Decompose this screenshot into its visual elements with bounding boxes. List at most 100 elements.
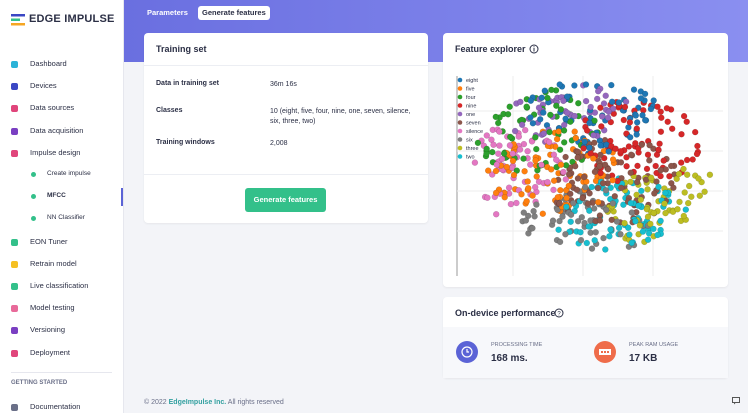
- scatter-point: [571, 82, 578, 89]
- scatter-point: [492, 113, 499, 121]
- nav-item[interactable]: Versioning: [30, 325, 66, 335]
- nav-item[interactable]: Data sources: [30, 103, 75, 113]
- nav-item[interactable]: Live classification: [30, 281, 89, 290]
- scatter-point: [620, 201, 627, 208]
- divider: [144, 65, 428, 66]
- nav-item[interactable]: Model testing: [30, 303, 75, 313]
- nav-item[interactable]: EON Tuner: [30, 236, 68, 246]
- scatter-point: [582, 81, 590, 88]
- scatter-point: [615, 99, 623, 106]
- scatter-point: [657, 172, 664, 180]
- scatter-point: [501, 150, 508, 157]
- scatter-point: [550, 177, 558, 184]
- legend-swatch: [457, 86, 463, 91]
- scatter-point: [498, 155, 506, 163]
- scatter-point: [506, 142, 514, 149]
- scatter-point: [560, 168, 567, 176]
- scatter-point: [582, 97, 590, 105]
- scatter-point: [532, 157, 539, 164]
- scatter-point: [677, 159, 685, 166]
- scatter-point: [525, 184, 532, 192]
- scatter-point: [492, 167, 500, 175]
- scatter-point: [577, 228, 584, 236]
- nav-subitem[interactable]: NN Classifier: [47, 214, 85, 222]
- scatter-point: [683, 118, 690, 125]
- scatter-point: [523, 103, 530, 110]
- nav-subitem-active[interactable]: MFCC: [47, 192, 66, 200]
- scatter-point: [632, 217, 639, 225]
- scatter-point: [626, 231, 633, 238]
- scatter-point: [517, 98, 524, 106]
- scatter-point: [609, 105, 617, 112]
- scatter-point: [574, 218, 582, 225]
- nav-item[interactable]: Documentation: [30, 402, 81, 411]
- scatter-point: [654, 231, 661, 239]
- scatter-point: [583, 127, 591, 134]
- scatter-point: [544, 178, 551, 186]
- scatter-point: [607, 184, 614, 192]
- footer: © 2022 EdgeImpulse Inc. All rights reser…: [144, 399, 284, 406]
- legend-label: eight: [466, 78, 478, 84]
- scatter-point: [553, 135, 561, 143]
- legend-swatch: [457, 77, 463, 83]
- scatter-point: [518, 191, 525, 198]
- row-label: Data in training set: [156, 80, 220, 87]
- ram-icon: [594, 341, 616, 363]
- scatter-point: [612, 145, 619, 153]
- legend-swatch: [457, 94, 463, 100]
- scatter-point: [639, 228, 647, 235]
- legend-swatch: [457, 145, 463, 151]
- nav-item[interactable]: Dashboard: [30, 59, 67, 68]
- scatter-point: [694, 142, 701, 150]
- scatter-point: [546, 128, 553, 136]
- footer-link[interactable]: EdgeImpulse Inc.: [168, 399, 227, 406]
- nav-item[interactable]: Impulse design: [30, 147, 81, 157]
- scatter-point: [588, 245, 596, 252]
- nav-item[interactable]: Deployment: [30, 347, 71, 357]
- scatter-point: [633, 119, 641, 126]
- info-icon[interactable]: [529, 44, 539, 54]
- nav-dot: [31, 171, 36, 177]
- generate-button[interactable]: Generate features: [245, 188, 326, 212]
- tab[interactable]: Parameters: [147, 8, 188, 17]
- metric-value: 17 KB: [629, 353, 658, 364]
- row-value: 36m 16s: [270, 81, 297, 88]
- scatter-point: [606, 233, 613, 240]
- nav-subitem[interactable]: Create impulse: [47, 170, 91, 177]
- nav-item[interactable]: Data acquisition: [30, 125, 84, 135]
- scatter-point: [626, 119, 634, 126]
- tab-active[interactable]: Generate features: [198, 6, 270, 20]
- scatter-point: [562, 231, 569, 238]
- scatter-point: [521, 168, 528, 175]
- scatter-point: [605, 148, 612, 155]
- scatter-point: [565, 182, 573, 190]
- scatter-point: [580, 145, 587, 152]
- scatter-point: [617, 231, 624, 238]
- scatter-point: [578, 213, 586, 221]
- scatter-point: [556, 146, 564, 153]
- nav-icon: [11, 349, 18, 357]
- nav-item[interactable]: Devices: [30, 81, 57, 91]
- scatter-point: [501, 194, 508, 201]
- scatter-point: [608, 98, 616, 105]
- scatter-point: [539, 210, 547, 217]
- scatter-point: [652, 162, 659, 170]
- legend-swatch: [457, 154, 463, 159]
- scatter-point: [680, 165, 687, 173]
- scatter-point: [560, 121, 568, 129]
- nav-icon: [11, 105, 18, 113]
- scatter-point: [544, 94, 551, 102]
- nav-item[interactable]: Retrain model: [30, 258, 77, 268]
- svg-text:?: ?: [557, 312, 561, 318]
- scatter-point: [592, 229, 599, 236]
- scatter-point: [666, 173, 673, 180]
- scatter-point: [670, 184, 677, 192]
- scatter-point: [668, 125, 676, 132]
- scatter-point: [496, 142, 503, 149]
- metrics-bg: [443, 327, 728, 378]
- scatter-point: [556, 81, 563, 88]
- legend-label: six: [466, 138, 473, 144]
- scatter-point: [658, 114, 665, 121]
- chat-icon[interactable]: [732, 397, 740, 405]
- help-icon[interactable]: ?: [554, 308, 564, 318]
